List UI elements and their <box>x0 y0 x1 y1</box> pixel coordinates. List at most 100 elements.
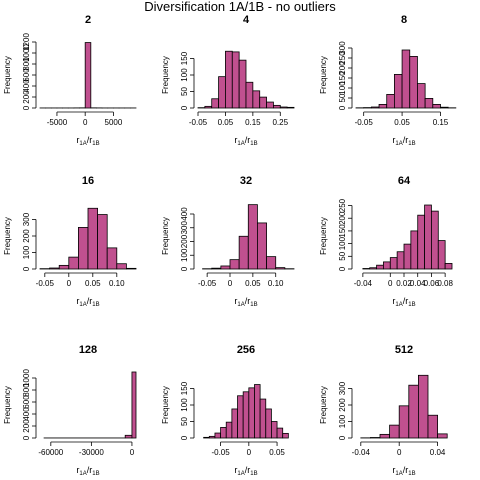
x-tick-label: 0 <box>247 448 252 457</box>
histogram-bar <box>424 204 432 270</box>
histogram-bar <box>247 204 258 270</box>
y-tick-label: 50 <box>338 93 347 102</box>
y-tick-label: 100 <box>22 245 31 259</box>
y-axis-label: Frequency <box>3 56 12 94</box>
x-tick-label: 0 <box>130 448 135 457</box>
y-tick-label: 300 <box>338 381 347 395</box>
histogram-bar <box>437 433 448 439</box>
y-tick-label: 200 <box>338 61 347 75</box>
histogram-bar <box>220 265 231 270</box>
histogram-bar <box>231 408 238 439</box>
histogram-bar <box>238 235 249 270</box>
histogram-bar <box>275 267 286 270</box>
y-tick-label: 800 <box>22 57 31 71</box>
histogram-bar <box>427 414 439 439</box>
histogram-bar <box>279 106 288 109</box>
histogram-bar <box>286 106 295 109</box>
histogram-bar <box>444 263 453 270</box>
x-tick-label: 0.25 <box>272 118 288 127</box>
histogram-bar <box>389 257 398 270</box>
y-tick-label: 150 <box>338 71 347 85</box>
histogram-bar <box>403 243 412 270</box>
y-axis-label: Frequency <box>319 217 328 255</box>
y-tick-label: 300 <box>22 212 31 226</box>
y-tick-label: 100 <box>180 68 189 82</box>
histogram-bar <box>398 405 410 439</box>
y-tick-label: 250 <box>338 51 347 65</box>
histogram-panel-2: 2-5000 0 5000020040060080010001200Frequenc… <box>3 14 137 147</box>
histogram-bar <box>58 264 70 270</box>
y-tick-label: 50 <box>338 251 347 260</box>
histogram-bar <box>254 384 261 439</box>
y-axis-label: Frequency <box>319 56 328 94</box>
y-axis-label: Frequency <box>319 386 328 424</box>
histogram-bar <box>245 81 254 109</box>
histogram-bar <box>362 268 371 270</box>
histogram-bar <box>266 101 274 109</box>
histogram-bar <box>417 374 429 439</box>
y-tick-label: 200 <box>22 90 31 104</box>
y-tick-label: 0 <box>180 105 189 110</box>
histogram-bar <box>242 391 250 439</box>
x-axis-label: r1A/r1B <box>392 296 415 308</box>
y-tick-label: 0 <box>338 266 347 271</box>
x-tick-label: 0.06 <box>424 279 440 288</box>
histogram-bar <box>409 56 418 109</box>
x-tick-label: 0.05 <box>269 448 285 457</box>
panel-title: 512 <box>395 344 413 356</box>
x-tick-label: 0 <box>388 279 393 288</box>
histogram-bar <box>214 432 221 439</box>
x-tick-label: 0 <box>67 279 72 288</box>
histogram-bar <box>97 214 108 270</box>
histogram-bar <box>417 83 426 109</box>
histogram-bar <box>259 398 267 439</box>
x-tick-label: -0.05 <box>189 118 208 127</box>
histogram-bar <box>389 424 400 439</box>
y-tick-label: 100 <box>338 81 347 95</box>
histogram-bar <box>370 106 380 109</box>
panel-title: 2 <box>85 14 91 26</box>
histogram-bar <box>229 259 240 270</box>
histogram-bar <box>378 104 388 109</box>
histogram-bar <box>252 90 261 109</box>
histogram-bar <box>126 267 137 270</box>
x-tick-label: 0.04 <box>410 279 426 288</box>
histogram-bar <box>266 256 277 270</box>
y-tick-label: 200 <box>338 398 347 412</box>
histogram-bar <box>417 214 425 270</box>
histogram-bar <box>271 421 278 439</box>
histogram-bar <box>116 263 127 270</box>
y-tick-label: 100 <box>338 414 347 428</box>
y-tick-label: 400 <box>22 79 31 93</box>
histogram-bar <box>437 240 446 270</box>
histogram-bar <box>432 104 441 109</box>
x-tick-label: 0.15 <box>433 118 449 127</box>
x-axis-label: r1A/r1B <box>76 135 99 147</box>
x-tick-label: 0.08 <box>437 279 453 288</box>
histogram-bar <box>259 96 267 109</box>
histogram-panel-64: 64-0.04 0 0.020.040.060.08050100150200250F… <box>319 175 453 308</box>
x-tick-label: 0.05 <box>245 279 261 288</box>
panel-title: 64 <box>398 175 411 187</box>
y-tick-label: 100 <box>338 236 347 250</box>
y-tick-label: 400 <box>22 407 31 421</box>
histogram-bar <box>204 105 213 109</box>
x-tick-label: 0.10 <box>268 279 284 288</box>
histogram-bar <box>265 408 272 439</box>
histogram-bar <box>401 49 411 109</box>
histogram-bar <box>49 267 60 270</box>
histogram-bar <box>396 251 405 270</box>
histogram-bar <box>68 256 79 270</box>
y-tick-label: 300 <box>180 221 189 235</box>
y-tick-label: 0 <box>22 435 31 440</box>
y-tick-label: 150 <box>338 224 347 238</box>
x-axis-label: r1A/r1B <box>234 135 257 147</box>
x-tick-label: -0.05 <box>198 279 217 288</box>
y-axis-label: Frequency <box>3 217 12 255</box>
y-axis-label: Frequency <box>161 217 170 255</box>
y-tick-label: 0 <box>22 266 31 271</box>
y-axis-label: Frequency <box>161 386 170 424</box>
x-axis-label: r1A/r1B <box>76 465 99 477</box>
